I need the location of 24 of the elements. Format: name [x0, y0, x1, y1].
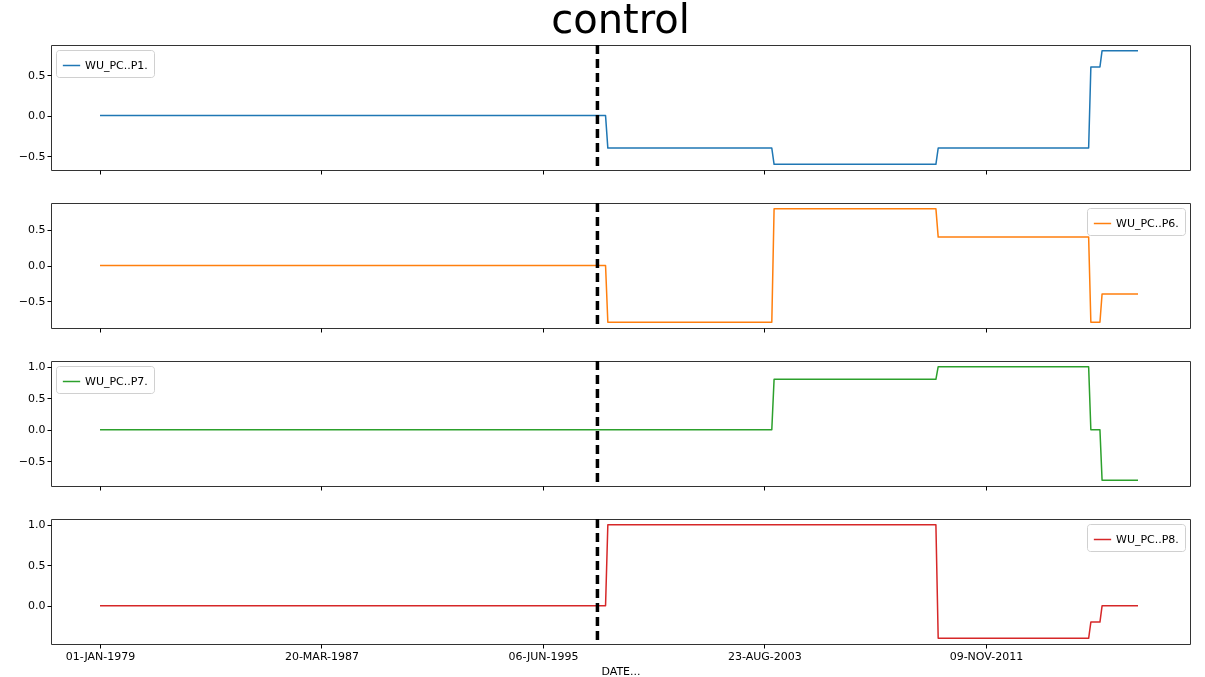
y-tick-label: −0.5	[18, 149, 46, 163]
x-axis-title: DATE...	[601, 664, 641, 677]
x-tick-label: 20-MAR-1987	[284, 649, 360, 663]
y-tick-label: 1.0	[28, 360, 46, 374]
y-tick-label: 0.0	[28, 109, 46, 123]
chart-title: control	[551, 0, 690, 43]
y-tick-label: 0.0	[28, 423, 46, 437]
legend-label: WU_PC..P1.	[85, 58, 148, 72]
y-tick-label: 0.5	[28, 391, 46, 405]
y-tick-label: −0.5	[18, 454, 46, 468]
x-tick-label: 09-NOV-2011	[949, 649, 1024, 663]
x-tick-label: 23-AUG-2003	[728, 649, 802, 663]
legend-label: WU_PC..P7.	[85, 374, 148, 388]
y-tick-label: 0.0	[28, 259, 46, 272]
legend-label: WU_PC..P6.	[1116, 216, 1179, 230]
y-tick-label: 0.0	[28, 599, 46, 613]
y-tick-label: 0.5	[28, 558, 46, 572]
y-tick-label: 0.5	[28, 68, 46, 82]
y-tick-label: −0.5	[18, 294, 46, 308]
legend-label: WU_PC..P8.	[1116, 532, 1179, 546]
y-tick-label: 1.0	[28, 518, 46, 532]
x-tick-label: 06-JUN-1995	[508, 649, 579, 663]
y-tick-label: 0.5	[28, 223, 46, 237]
x-tick-label: 01-JAN-1979	[65, 649, 136, 663]
